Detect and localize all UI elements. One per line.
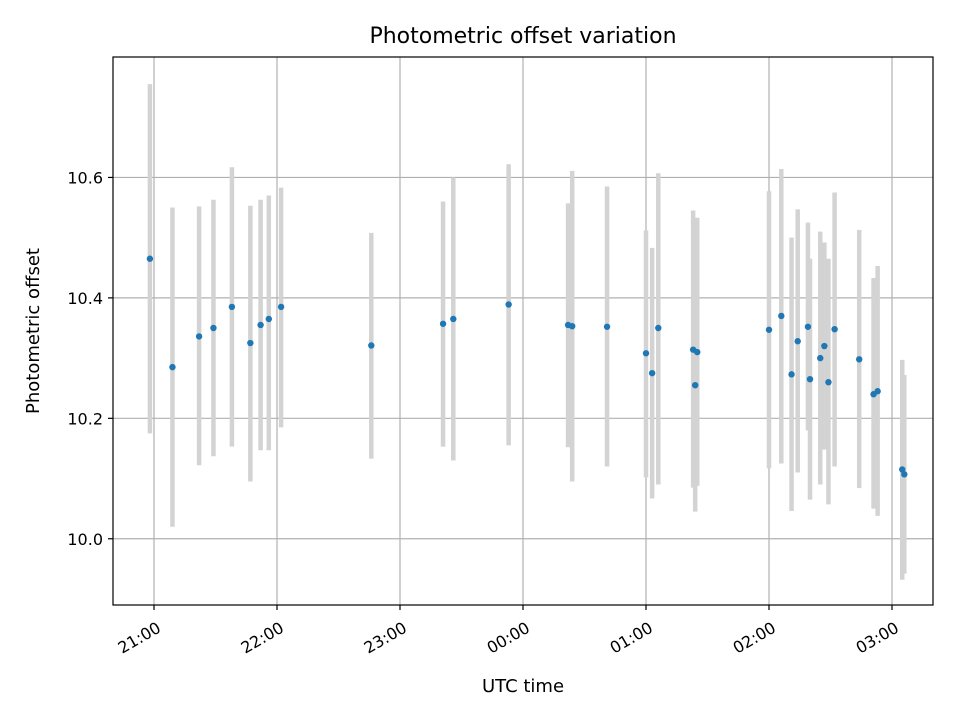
data-point xyxy=(146,255,154,262)
data-point xyxy=(368,342,375,349)
data-point xyxy=(210,324,217,332)
chart-title: Photometric offset variation xyxy=(369,24,676,49)
data-point xyxy=(765,326,773,333)
data-point xyxy=(228,303,236,311)
data-point xyxy=(804,323,812,330)
data-point xyxy=(505,301,512,308)
data-points xyxy=(146,255,908,478)
data-point xyxy=(794,338,801,345)
data-point xyxy=(692,381,699,389)
data-point xyxy=(450,315,457,323)
data-point xyxy=(169,363,176,371)
data-point xyxy=(831,325,838,333)
y-tick-label: 10.0 xyxy=(67,530,103,549)
data-point xyxy=(694,348,701,356)
data-point xyxy=(899,466,906,473)
data-point xyxy=(257,321,264,329)
data-point xyxy=(874,388,881,395)
data-point xyxy=(825,378,832,386)
data-point xyxy=(569,322,576,330)
data-point xyxy=(195,333,203,340)
data-point xyxy=(778,312,785,320)
data-point xyxy=(655,324,662,332)
y-axis-label: Photometric offset xyxy=(23,248,44,414)
data-point xyxy=(642,350,650,357)
data-point xyxy=(821,342,828,350)
data-point xyxy=(856,356,863,363)
data-point xyxy=(247,339,254,347)
data-point xyxy=(901,471,908,478)
data-point xyxy=(648,369,656,377)
data-point xyxy=(806,375,814,383)
data-point xyxy=(788,371,795,378)
x-axis-label: UTC time xyxy=(482,676,564,697)
y-tick-label: 10.2 xyxy=(67,409,103,428)
y-axis-ticks: 10.0 10.2 10.4 10.6 xyxy=(67,168,113,549)
data-point xyxy=(603,323,611,330)
data-point xyxy=(439,320,447,327)
data-point xyxy=(817,354,824,362)
y-tick-label: 10.4 xyxy=(67,289,103,308)
data-point xyxy=(265,315,272,323)
data-point xyxy=(277,303,285,311)
y-tick-label: 10.6 xyxy=(67,168,103,187)
